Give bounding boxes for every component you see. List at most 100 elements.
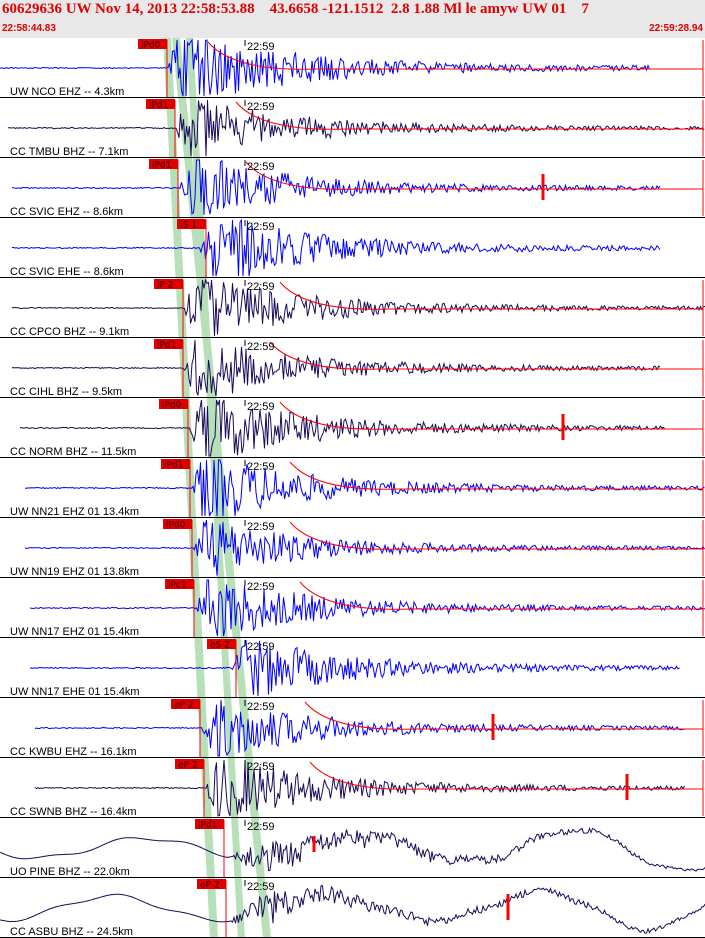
pick-label-box[interactable] — [154, 339, 183, 349]
trace-row[interactable]: iPd1 22:59 CC SVIC EHZ -- 8.6km — [0, 159, 705, 218]
pick-label: eS 2 — [210, 641, 230, 651]
waveform — [29, 639, 680, 697]
trace-row[interactable]: eP 2 22:59 CC KWBU EHZ -- 16.1km — [0, 699, 705, 758]
waveform — [11, 339, 661, 397]
pick-label: iPd0 — [141, 41, 161, 51]
trace-row[interactable]: iPd0 22:59 UW NCO EHZ -- 4.3km — [0, 38, 705, 98]
waveform — [12, 159, 661, 215]
time-tick-label: 22:59 — [247, 41, 275, 53]
station-label: UW NN21 EHZ 01 13.4km — [10, 506, 139, 518]
waveform — [34, 699, 685, 757]
amplitude-marker — [312, 836, 316, 852]
pick-label-box[interactable] — [177, 219, 206, 229]
end-time: 22:59:28.94 — [649, 23, 703, 34]
header-bar: 60629636 UW Nov 14, 2013 22:58:53.88 43.… — [0, 0, 705, 38]
event-title: 60629636 UW Nov 14, 2013 22:58:53.88 43.… — [2, 1, 589, 17]
pick-label-box[interactable] — [195, 819, 224, 829]
trace-row[interactable]: iP 2 22:59 CC CPCO BHZ -- 9.1km — [0, 278, 705, 338]
time-tick-label: 22:59 — [247, 341, 275, 353]
pick-label: iPd1 — [157, 341, 176, 351]
pick-label: iPd1 — [152, 161, 171, 171]
pick-label: iPd1 — [198, 821, 217, 831]
station-label: CC CPCO BHZ -- 9.1km — [10, 326, 129, 338]
time-tick-label: 22:59 — [247, 461, 275, 473]
pick-label-box[interactable] — [154, 279, 183, 289]
pick-label-box[interactable] — [138, 39, 167, 49]
seismogram-panel[interactable]: iPd0 22:59 UW NCO EHZ -- 4.3km iPd1 22:59 CC … — [0, 38, 705, 938]
station-label: CC TMBU BHZ -- 7.1km — [10, 146, 128, 158]
waveform — [0, 827, 705, 872]
station-label: CC SWNB BHZ -- 16.4km — [10, 806, 137, 818]
pick-label-box[interactable] — [175, 759, 204, 769]
time-tick-label: 22:59 — [247, 521, 275, 533]
pick-label-box[interactable] — [197, 879, 226, 889]
station-label: CC CIHL BHZ -- 9.5km — [10, 386, 122, 398]
station-label: CC KWBU EHZ -- 16.1km — [10, 746, 137, 758]
trace-row[interactable]: iPd1 22:59 UO PINE BHZ -- 22.0km — [0, 819, 705, 878]
trace-row[interactable]: iPd1 22:59 CC CIHL BHZ -- 9.5km — [0, 339, 705, 398]
pick-label: eP 2 — [174, 701, 194, 711]
trace-row[interactable]: eP 2 22:59 CC SWNB BHZ -- 16.4km — [0, 759, 705, 818]
trace-row[interactable]: iPd0 22:59 UW NN19 EHZ 01 13.8km — [0, 519, 705, 578]
time-tick-label: 22:59 — [247, 641, 275, 653]
station-label: CC NORM BHZ -- 11.5km — [10, 446, 136, 458]
station-label: UO PINE BHZ -- 22.0km — [10, 866, 130, 878]
waveform — [24, 519, 705, 576]
coda-envelope — [309, 761, 703, 790]
time-tick-label: 22:59 — [247, 101, 275, 113]
trace-row[interactable]: iPd1 22:59 CC TMBU BHZ -- 7.1km — [0, 99, 705, 158]
amplitude-marker — [506, 894, 510, 920]
pick-label-box[interactable] — [161, 459, 190, 469]
pick-label-box[interactable] — [159, 399, 188, 409]
pick-label-box[interactable] — [149, 159, 178, 169]
pick-label-box[interactable] — [171, 699, 200, 709]
waveform — [19, 399, 666, 457]
pick-label-box[interactable] — [207, 639, 236, 649]
coda-envelope — [304, 701, 703, 730]
time-tick-label: 22:59 — [247, 281, 275, 293]
pick-label-box[interactable] — [146, 99, 175, 109]
trace-row[interactable]: iPc1 22:59 UW NN17 EHZ 01 15.4km — [0, 579, 705, 638]
station-label: UW NCO EHZ -- 4.3km — [10, 86, 124, 98]
pick-label: iP 2 — [157, 281, 174, 291]
pick-label: iPc1 — [168, 581, 187, 591]
time-tick-label: 22:59 — [247, 881, 275, 893]
trace-row[interactable]: eP 2 22:59 CC ASBU BHZ -- 24.5km — [0, 879, 705, 938]
station-label: UW NN17 EHZ 01 15.4km — [10, 626, 139, 638]
coda-envelope — [245, 161, 703, 190]
station-label: UW NN17 EHE 01 15.4km — [10, 686, 140, 698]
amplitude-marker — [561, 414, 565, 440]
waveform — [7, 99, 705, 157]
trace-row[interactable]: iS 1 22:59 CC SVIC EHE -- 8.6km — [0, 218, 705, 278]
amplitude-marker — [541, 174, 545, 200]
time-tick-label: 22:59 — [247, 401, 275, 413]
coda-envelope — [279, 281, 703, 310]
pick-label-box[interactable] — [165, 579, 194, 589]
pick-label-box[interactable] — [163, 519, 192, 529]
station-label: CC SVIC EHZ -- 8.6km — [10, 206, 123, 218]
waveform — [0, 885, 705, 934]
waveform — [24, 459, 705, 517]
coda-envelope — [235, 101, 703, 130]
amplitude-marker — [625, 774, 629, 800]
coda-envelope — [299, 581, 703, 610]
trace-row[interactable]: iPd0 22:59 CC NORM BHZ -- 11.5km — [0, 399, 705, 458]
pick-label: iPd0 — [162, 401, 182, 411]
pick-label: iS 1 — [180, 221, 197, 231]
coda-envelope — [289, 521, 703, 550]
pick-label: iPd0 — [166, 521, 186, 531]
coda-envelope — [289, 461, 703, 490]
trace-row[interactable]: iPd1 22:59 UW NN21 EHZ 01 13.4km — [0, 459, 705, 518]
time-tick-label: 22:59 — [247, 161, 275, 173]
station-label: CC SVIC EHE -- 8.6km — [10, 266, 124, 278]
pick-label: iPd1 — [164, 461, 183, 471]
time-tick-label: 22:59 — [247, 761, 275, 773]
coda-envelope — [269, 341, 703, 370]
time-tick-label: 22:59 — [247, 701, 275, 713]
waveform — [11, 218, 661, 277]
pick-label: eP 2 — [200, 881, 220, 891]
pick-label: iPd1 — [149, 101, 168, 111]
time-tick-label: 22:59 — [247, 581, 275, 593]
time-tick-label: 22:59 — [247, 221, 275, 233]
trace-row[interactable]: eS 2 22:59 UW NN17 EHE 01 15.4km — [0, 639, 705, 698]
